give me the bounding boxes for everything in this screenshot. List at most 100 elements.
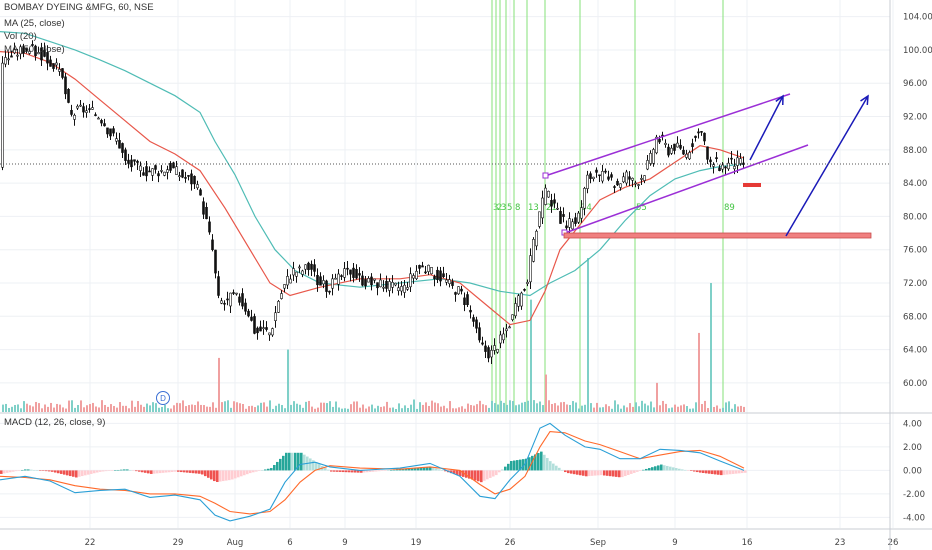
candle-body (697, 131, 700, 134)
volume-bar (686, 406, 688, 412)
macd-histogram-bar (48, 470, 51, 472)
target-marker (743, 183, 761, 187)
macd-histogram-bar (42, 470, 45, 471)
macd-histogram-bar (207, 470, 210, 478)
candle-body (388, 281, 391, 291)
candle-body (679, 144, 682, 149)
macd-histogram-bar (285, 452, 288, 471)
candle-body (121, 143, 124, 153)
candle-body (52, 63, 55, 69)
arrow-short-head (775, 94, 784, 106)
volume-bar (653, 407, 655, 412)
candle-body (58, 68, 61, 72)
candle-body (136, 160, 139, 163)
candle-body (610, 174, 613, 178)
x-tick-label: 9 (672, 538, 677, 548)
candle-body (4, 57, 7, 65)
macd-histogram-bar (135, 470, 138, 472)
volume-bar (680, 405, 682, 412)
candle-body (76, 105, 79, 109)
macd-histogram-bar (708, 470, 711, 474)
volume-bar (59, 404, 61, 412)
volume-bar (29, 405, 31, 412)
candle-body (79, 104, 82, 107)
candle-body (271, 328, 274, 336)
candle-body (238, 296, 241, 303)
candle-body (421, 265, 424, 268)
candle-body (397, 287, 400, 291)
macd-histogram-bar (741, 470, 744, 474)
macd-histogram-bar (174, 470, 177, 472)
fib-zone-label: 5 (507, 203, 512, 213)
macd-histogram-bar (513, 460, 516, 471)
macd-histogram-bar (474, 470, 477, 481)
candle-body (259, 326, 262, 332)
volume-bar (53, 407, 55, 412)
volume-bar (338, 407, 340, 412)
candle-body (583, 188, 586, 209)
volume-bar (188, 405, 190, 412)
candle-body (736, 157, 739, 166)
macd-histogram-bar (237, 470, 240, 478)
candle-body (577, 212, 580, 223)
macd-histogram-bar (27, 469, 30, 471)
candle-body (178, 175, 181, 178)
candle-body (196, 184, 199, 189)
volume-bar (371, 404, 373, 412)
candle-body (235, 292, 238, 295)
candle-body (589, 173, 592, 179)
volume-bar (710, 282, 712, 412)
candle-body (223, 302, 226, 305)
candle-body (517, 295, 520, 307)
candle-body (733, 166, 736, 170)
volume-bar (740, 405, 742, 412)
macd-histogram-bar (39, 470, 42, 471)
volume-bar (689, 408, 691, 412)
volume-bar (497, 404, 499, 412)
x-tick-label: Aug (227, 538, 244, 548)
macd-histogram-bar (738, 470, 741, 474)
candle-body (133, 159, 136, 162)
candle-body (247, 310, 250, 317)
macd-histogram-bar (75, 470, 78, 478)
x-tick-label: 26 (888, 538, 899, 548)
volume-bar (161, 406, 163, 412)
macd-histogram-bar (525, 458, 528, 471)
volume-bar (440, 406, 442, 412)
candle-body (520, 292, 523, 307)
candle-body (625, 171, 628, 184)
candle-body (85, 110, 88, 113)
volume-bar (389, 407, 391, 412)
volume-bar (650, 401, 652, 412)
macd-histogram-bar (129, 469, 132, 471)
macd-histogram-bar (675, 468, 678, 471)
volume-bar (713, 406, 715, 412)
dividend-marker[interactable]: D (156, 391, 170, 405)
volume-bar (461, 406, 463, 412)
drawings[interactable] (542, 93, 872, 239)
volume-bar (569, 405, 571, 412)
macd-histogram-bar (567, 470, 570, 474)
macd-histogram-bar (426, 467, 429, 471)
volume-bar (272, 408, 274, 412)
dividend-marker-circle[interactable] (156, 391, 170, 405)
candle-body (436, 269, 439, 280)
macd-histogram-bar (558, 467, 561, 471)
candle-body (94, 114, 97, 116)
candle-body (262, 327, 265, 330)
macd-histogram-bar (714, 470, 717, 475)
macd-histogram-bar (255, 470, 258, 472)
macd-histogram-bar (522, 459, 525, 471)
macd-histogram-bar (252, 470, 255, 473)
volume-bar (482, 404, 484, 412)
candle-body (280, 293, 283, 299)
candle-body (442, 273, 445, 277)
candle-body (370, 276, 373, 286)
macd-histogram-bar (456, 470, 459, 476)
macd-histogram-bar (159, 470, 162, 474)
volume-bar (128, 408, 130, 412)
macd-histogram-bar (615, 470, 618, 477)
macd-histogram-bar (462, 470, 465, 477)
candles[interactable] (1, 40, 745, 365)
